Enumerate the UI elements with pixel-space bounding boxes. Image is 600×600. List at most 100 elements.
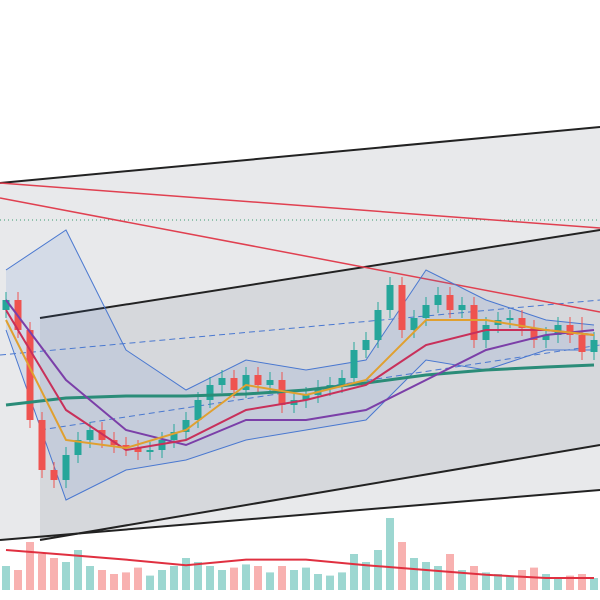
volume-bar — [482, 572, 490, 590]
volume-bar — [98, 570, 106, 590]
candle-body — [434, 295, 442, 305]
moving-average — [5, 363, 595, 407]
volume-bar — [470, 566, 478, 590]
candle-body — [50, 470, 58, 480]
volume-bar — [110, 574, 118, 590]
candle-body — [146, 450, 154, 452]
volume-bar — [422, 562, 430, 590]
volume-bar — [398, 542, 406, 590]
candle-body — [170, 432, 178, 440]
candle-body — [446, 295, 454, 310]
volume-bar — [134, 567, 142, 590]
volume-bar — [542, 574, 550, 590]
volume-bar — [62, 562, 70, 590]
candle-body — [86, 430, 94, 440]
median-line — [0, 299, 600, 356]
candle-body — [338, 378, 346, 385]
volume-bar — [434, 566, 442, 590]
volume-bar — [386, 518, 394, 590]
volume-bar — [170, 566, 178, 590]
candle-body — [206, 385, 214, 400]
candle-body — [266, 380, 274, 385]
channel-line — [39, 444, 600, 541]
volume-bar — [26, 542, 34, 590]
candle-body — [182, 420, 190, 432]
volume-average — [5, 549, 594, 579]
volume-bar — [566, 575, 574, 590]
volume-bar — [230, 567, 238, 590]
candle-body — [194, 400, 202, 420]
candle-body — [566, 325, 574, 335]
volume-bar — [158, 570, 166, 590]
volume-bar — [590, 578, 598, 590]
volume-bar — [518, 570, 526, 590]
candle-body — [230, 378, 238, 390]
candle-body — [398, 285, 406, 330]
candle-body — [218, 378, 226, 385]
volume-bar — [578, 574, 586, 590]
volume-bar — [530, 567, 538, 590]
candle-body — [506, 318, 514, 320]
candle-body — [542, 335, 550, 340]
candle-body — [350, 350, 358, 378]
moving-average — [5, 319, 595, 450]
candle-body — [458, 305, 466, 310]
volume-bar — [38, 554, 46, 590]
candle-body — [530, 328, 538, 340]
volume-bar — [494, 574, 502, 590]
candle-body — [386, 285, 394, 310]
volume-bar — [206, 566, 214, 590]
volume-bar — [350, 554, 358, 590]
candle-body — [482, 325, 490, 340]
candle-body — [518, 318, 526, 328]
volume-bar — [302, 567, 310, 590]
volume-bar — [362, 562, 370, 590]
volume-bar — [146, 575, 154, 590]
channel-line — [39, 229, 600, 319]
volume-bar — [86, 566, 94, 590]
moving-average — [5, 299, 595, 447]
volume-bar — [194, 562, 202, 590]
candle-body — [134, 448, 142, 452]
volume-bar — [278, 566, 286, 590]
candle-body — [470, 305, 478, 340]
volume-bar — [254, 566, 262, 590]
volume-bar — [338, 572, 346, 590]
band-upper — [5, 229, 595, 391]
volume-bar — [218, 570, 226, 590]
volume-bar — [14, 570, 22, 590]
candle-body — [590, 340, 598, 352]
candle-body — [74, 440, 82, 455]
candle-body — [122, 445, 130, 448]
candle-body — [578, 335, 586, 352]
channel-line — [0, 489, 600, 541]
volume-bar — [554, 578, 562, 590]
candle-body — [38, 420, 46, 470]
volume-bar — [50, 558, 58, 590]
volume-bar — [74, 550, 82, 590]
band-lower — [5, 329, 594, 501]
candle-body — [254, 375, 262, 385]
candle-body — [554, 325, 562, 335]
volume-bar — [122, 572, 130, 590]
trend-line — [0, 197, 600, 313]
channel-line — [0, 126, 600, 184]
volume-bar — [242, 564, 250, 590]
volume-bar — [458, 570, 466, 590]
candle-body — [26, 330, 34, 420]
candle-body — [2, 300, 10, 310]
plot-layer — [2, 229, 598, 590]
candle-body — [410, 318, 418, 330]
volume-bar — [314, 574, 322, 590]
candle-body — [62, 455, 70, 480]
volume-bar — [182, 558, 190, 590]
candle-body — [374, 310, 382, 340]
candle-body — [422, 305, 430, 318]
volume-bar — [2, 566, 10, 590]
candle-body — [242, 375, 250, 390]
volume-bar — [326, 575, 334, 590]
volume-bar — [374, 550, 382, 590]
volume-bar — [290, 570, 298, 590]
moving-average — [5, 309, 595, 452]
